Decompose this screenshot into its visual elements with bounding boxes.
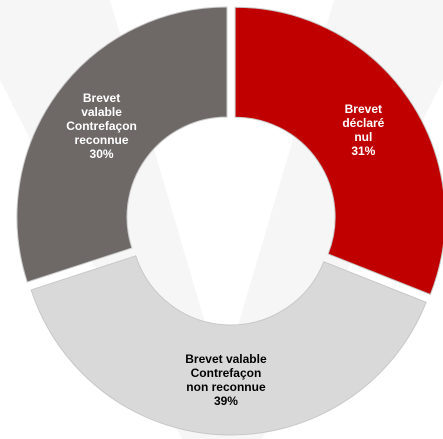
slice-label-1-line-2: non reconnue [186, 380, 266, 394]
slice-label-0-line-0: Brevet [345, 102, 382, 116]
slice-label-2-line-1: valable [81, 105, 122, 119]
slice-label-0-line-2: nul [354, 130, 372, 144]
slice-label-2-line-3: reconnue [75, 133, 129, 147]
slice-label-2-line-2: Contrefaçon [66, 119, 137, 133]
slice-label-1-line-0: Brevet valable [185, 352, 267, 366]
slice-label-1-line-1: Contrefaçon [191, 366, 262, 380]
slice-label-0-line-3: 31% [351, 144, 375, 158]
slice-label-1-line-3: 39% [214, 394, 238, 408]
slice-label-2-line-4: 30% [90, 147, 114, 161]
slice-label-0-line-1: déclaré [342, 116, 384, 130]
donut-slice-1 [31, 256, 426, 435]
slice-label-2-line-0: Brevet [83, 91, 120, 105]
